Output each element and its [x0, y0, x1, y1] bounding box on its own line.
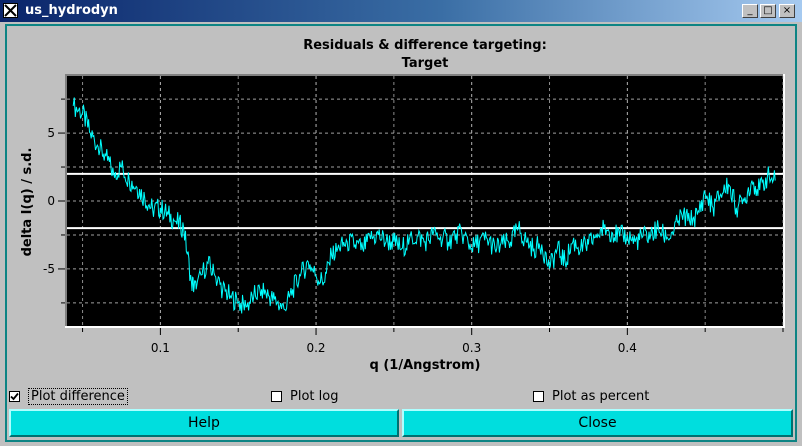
- title-bar[interactable]: us_hydrodyn _ □ ×: [0, 0, 802, 22]
- residuals-plot-panel[interactable]: Residuals & difference targeting: Target…: [9, 29, 792, 377]
- plot-difference-checkbox[interactable]: Plot difference: [9, 386, 128, 406]
- x-tick-label: 0.4: [618, 341, 637, 355]
- plot-as-percent-checkbox[interactable]: Plot as percent: [533, 386, 649, 406]
- y-tick-label: 5: [47, 126, 55, 140]
- residual-series-line: [72, 97, 776, 314]
- plot-options-row: Plot difference Plot log Plot as percent: [7, 386, 795, 406]
- check-mark-icon: [10, 392, 19, 400]
- maximize-button[interactable]: □: [760, 4, 776, 18]
- plot-as-percent-checkbox-box[interactable]: [533, 390, 544, 402]
- x-tick-label: 0.3: [462, 341, 481, 355]
- plot-log-label: Plot log: [290, 388, 339, 404]
- plot-log-checkbox-box[interactable]: [271, 390, 282, 402]
- chart-title: Residuals & difference targeting:: [303, 38, 547, 53]
- y-axis-label: delta I(q) / s.d.: [20, 148, 35, 257]
- chart-subtitle: Target: [402, 56, 449, 71]
- x-tick-label: 0.2: [306, 341, 325, 355]
- x-axis-label: q (1/Angstrom): [370, 358, 481, 373]
- plot-log-checkbox[interactable]: Plot log: [271, 386, 338, 406]
- plot-canvas[interactable]: [65, 74, 785, 328]
- plot-difference-label: Plot difference: [28, 387, 128, 405]
- plot-axes: 0.1 0.2 0.3 0.4 5 0 -5: [43, 98, 784, 355]
- y-tick-label: -5: [43, 262, 55, 276]
- close-window-button[interactable]: ×: [779, 4, 795, 18]
- plot-difference-checkbox-box[interactable]: [9, 390, 20, 402]
- residuals-plot[interactable]: Residuals & difference targeting: Target…: [9, 29, 792, 377]
- minimize-button[interactable]: _: [742, 4, 758, 18]
- close-button[interactable]: Close: [402, 409, 793, 437]
- help-button[interactable]: Help: [9, 409, 399, 437]
- plot-as-percent-label: Plot as percent: [552, 388, 650, 404]
- window-title: us_hydrodyn: [25, 3, 118, 18]
- x-app-icon[interactable]: [3, 3, 18, 18]
- y-tick-label: 0: [47, 194, 55, 208]
- x-tick-label: 0.1: [151, 341, 170, 355]
